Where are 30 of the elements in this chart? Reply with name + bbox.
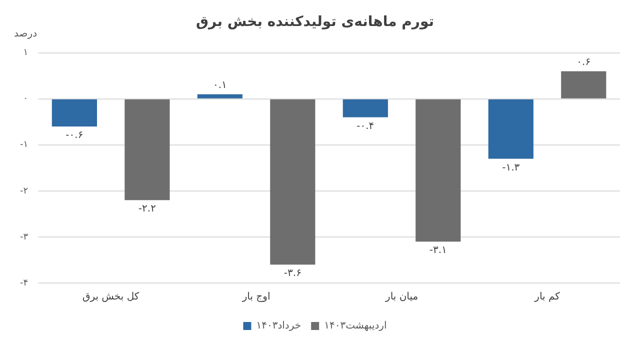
bar — [488, 99, 534, 159]
bar — [416, 99, 461, 242]
x-tick-label: اوج بار — [241, 292, 270, 303]
y-tick-label: -۲ — [20, 186, 28, 196]
data-label: ۰.۶ — [576, 56, 591, 68]
chart-title: تورم ماهانه‌ی تولیدکننده بخش برق — [196, 14, 434, 30]
y-axis-title: درصد — [14, 28, 38, 40]
x-tick-label: کل بخش برق — [82, 292, 140, 303]
bar — [197, 94, 242, 98]
data-label: -۰.۴ — [356, 120, 374, 132]
data-label: -۰.۶ — [66, 130, 84, 142]
data-label: -۲.۲ — [138, 204, 156, 215]
data-label: -۱.۳ — [502, 162, 520, 174]
legend-label: اردیبهشت۱۴۰۳ — [324, 320, 387, 332]
y-tick-label: -۴ — [20, 278, 28, 288]
bar — [342, 99, 388, 118]
data-label: -۳.۶ — [284, 268, 302, 280]
bar — [561, 71, 606, 98]
bar — [124, 99, 170, 200]
bar — [52, 99, 97, 126]
data-label: -۳.۱ — [429, 245, 447, 256]
x-tick-label: میان بار — [384, 292, 418, 303]
legend-label: خرداد۱۴۰۳ — [256, 320, 302, 332]
data-label: ۰.۱ — [212, 80, 227, 91]
bar — [270, 99, 316, 265]
y-tick-label: -۱ — [20, 140, 28, 150]
x-tick-label: کم بار — [534, 292, 560, 303]
y-tick-label: -۳ — [20, 232, 28, 242]
y-tick-label: ۱ — [23, 48, 28, 58]
y-tick-label: ۰ — [23, 94, 28, 104]
